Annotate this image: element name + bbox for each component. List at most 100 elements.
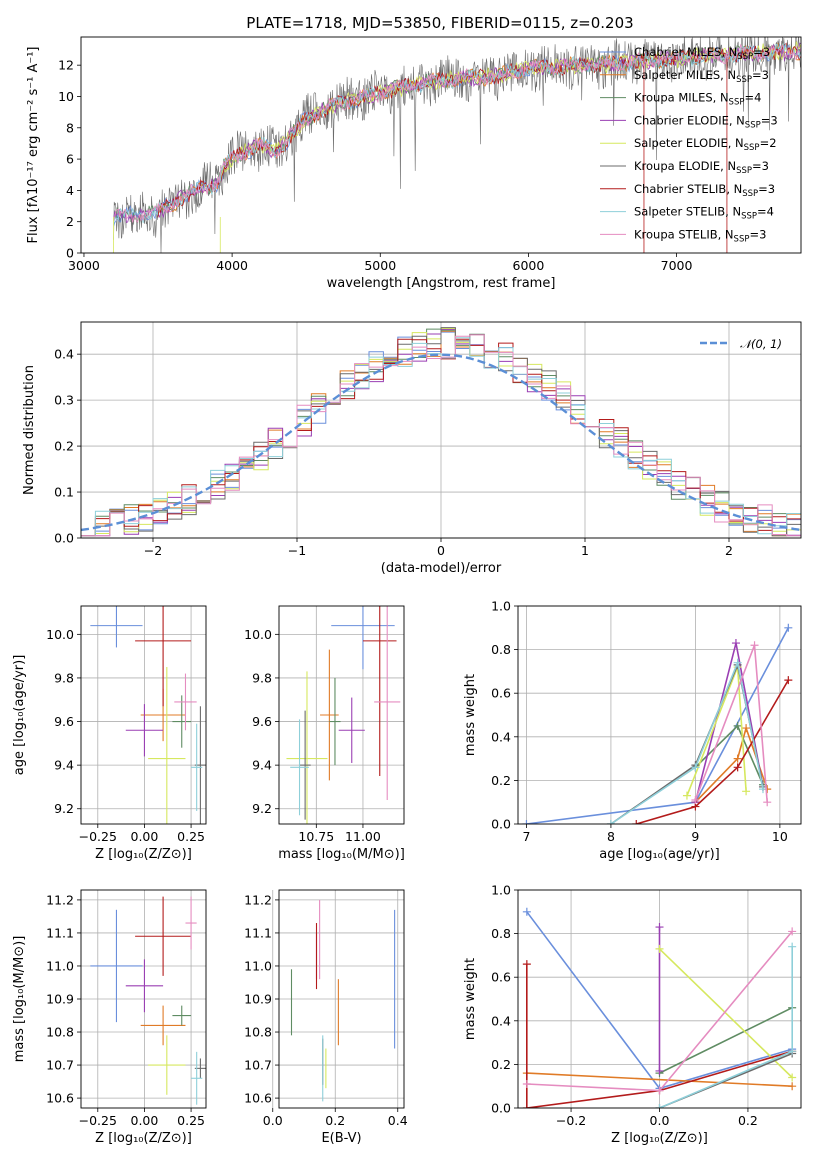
series-line: [658, 948, 793, 1079]
y-tick-label: 9.4: [54, 758, 74, 773]
chart-panel: −0.25 0.00 0.25 9.2 9.4 9.6 9.8 10.0 Z [log₁₀(Z/…: [12, 605, 207, 862]
chart-panel: −0.2 0.0 0.2 0.0 0.2 0.4 0.6 0.8 1.0 Z [log₁₀(Z/Z…: [463, 883, 802, 1146]
series-line: [694, 644, 768, 803]
series-marker: [733, 658, 742, 667]
x-tick-label: 8: [607, 829, 615, 844]
series-marker: [682, 791, 691, 800]
x-tick-label: 0.2: [738, 1113, 758, 1128]
data-point: [172, 695, 192, 748]
x-tick-label: 0.00: [131, 1113, 159, 1128]
x-tick-label: −0.25: [79, 1113, 117, 1128]
series-marker: [784, 623, 793, 632]
series-marker: [632, 820, 641, 824]
series-marker: [522, 960, 531, 969]
data-point: [290, 719, 309, 816]
x-tick-label: 7: [522, 829, 530, 844]
y-tick-label: 12: [58, 58, 74, 73]
axes-frame: [278, 889, 405, 1109]
series-line: [659, 1006, 793, 1074]
y-tick-label: 0.4: [491, 1013, 511, 1028]
data-point: [135, 606, 192, 707]
series-marker: [742, 787, 751, 796]
data-point: [191, 1051, 203, 1105]
axes-frame: [80, 889, 207, 1109]
series-marker: [522, 1104, 531, 1108]
series-marker: [691, 763, 700, 772]
x-tick-label: 0: [437, 543, 445, 558]
y-tick-label: 8: [66, 120, 74, 135]
series-marker: [731, 639, 740, 648]
data-point: [374, 606, 401, 801]
series-marker: [742, 724, 751, 733]
legend-label: 𝒩(0, 1): [740, 337, 782, 351]
data-point: [90, 909, 143, 1023]
x-tick-label: 0.25: [177, 829, 205, 844]
series-line: [526, 627, 790, 824]
data-point: [125, 959, 164, 1013]
series-marker: [655, 923, 664, 932]
ticks: −0.2 0.0 0.2 0.0 0.2 0.4 0.6 0.8 1.0: [491, 883, 758, 1129]
legend: Chabrier MILES, NSSP=3 Salpeter MILES, NS…: [600, 45, 778, 244]
y-tick-label: 4: [66, 183, 74, 198]
ticks: −0.25 0.00 0.25 10.6 10.7 10.8 10.9 11.0 11.1 11.…: [46, 892, 205, 1128]
legend-label: Chabrier ELODIE, NSSP=3: [634, 113, 778, 130]
x-axis-label: wavelength [Angstrom, rest frame]: [327, 276, 556, 291]
y-tick-label: 0: [66, 246, 74, 261]
series-line: [694, 642, 764, 803]
data-point: [125, 704, 164, 757]
y-tick-label: 10.9: [46, 992, 74, 1007]
series-marker: [691, 796, 700, 805]
y-axis-label: mass weight: [463, 674, 478, 756]
x-tick-label: 3000: [68, 258, 100, 273]
y-tick-label: 10.9: [244, 992, 272, 1007]
y-tick-label: 2: [66, 214, 74, 229]
y-tick-label: 9.2: [54, 801, 74, 816]
x-tick-label: 9: [691, 829, 699, 844]
y-tick-label: 1.0: [491, 599, 511, 614]
series-marker: [733, 754, 742, 763]
legend-label: Chabrier MILES, NSSP=3: [634, 45, 770, 62]
series-marker: [522, 1080, 531, 1089]
x-tick-label: 11.00: [345, 829, 381, 844]
data-point: [338, 697, 365, 763]
data-point: [135, 896, 192, 976]
chart-panel: 10.75 11.00 9.2 9.4 9.6 9.8 10.0 mass [log₁₀(M/…: [244, 605, 405, 862]
series-marker: [788, 1047, 797, 1056]
x-axis-label: Z [log₁₀(Z/Z⊙)]: [611, 1131, 708, 1146]
series-marker: [655, 1086, 664, 1095]
axes-frame: [278, 605, 405, 825]
y-tick-label: 9.6: [252, 714, 272, 729]
x-axis-label: Z [log₁₀(Z/Z⊙)]: [95, 847, 192, 862]
legend-label: Kroupa STELIB, NSSP=3: [634, 227, 766, 244]
y-tick-label: 0.0: [491, 1101, 511, 1116]
legend-label: Chabrier STELIB, NSSP=3: [634, 182, 775, 199]
chart-panel: 7 8 9 10 0.0 0.2 0.4 0.6 0.8 1.0 age [log₁₀(age/yr…: [463, 599, 802, 862]
series-line: [636, 679, 789, 824]
series-line: [526, 1072, 793, 1087]
plot-area: [90, 896, 206, 1105]
y-tick-label: 9.2: [252, 801, 272, 816]
series-marker: [655, 1066, 664, 1075]
data-point: [148, 1035, 186, 1095]
ticks: −2 −1 0 1 2 0.0 0.1 0.2 0.3 0.4: [54, 347, 733, 558]
data-point: [299, 710, 311, 820]
chart-title: PLATE=1718, MJD=53850, FIBERID=0115, z=0…: [246, 14, 633, 32]
y-tick-label: 11.1: [244, 925, 272, 940]
series-line: [526, 964, 793, 1108]
y-axis-label: age [log₁₀(age/yr)]: [12, 655, 27, 776]
y-tick-label: 0.1: [54, 485, 74, 500]
y-tick-label: 9.8: [54, 670, 74, 685]
x-tick-label: 4000: [216, 258, 248, 273]
x-tick-label: 0.0: [650, 1113, 670, 1128]
y-tick-label: 0.6: [491, 686, 511, 701]
y-axis-label: mass weight: [463, 958, 478, 1040]
data-point: [329, 677, 341, 766]
chart-panel: 3000 4000 5000 6000 7000 0 2 4 6 8 10 12 wavelength …: [26, 36, 802, 291]
x-tick-label: 0.00: [131, 829, 159, 844]
series-line: [610, 662, 764, 824]
y-tick-label: 0.4: [54, 347, 74, 362]
series-line: [659, 946, 793, 1108]
series-marker: [763, 798, 772, 807]
x-tick-label: 5000: [364, 258, 396, 273]
y-tick-label: 10.6: [46, 1091, 74, 1106]
